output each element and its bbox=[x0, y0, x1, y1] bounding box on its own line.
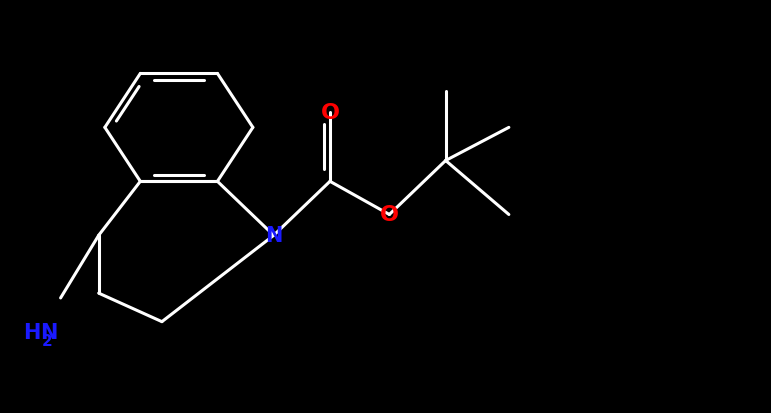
Text: 2: 2 bbox=[42, 334, 52, 349]
Text: O: O bbox=[321, 103, 339, 123]
Text: N: N bbox=[265, 226, 282, 246]
Text: O: O bbox=[380, 205, 399, 225]
Text: N: N bbox=[40, 322, 58, 342]
Text: H: H bbox=[22, 322, 40, 342]
